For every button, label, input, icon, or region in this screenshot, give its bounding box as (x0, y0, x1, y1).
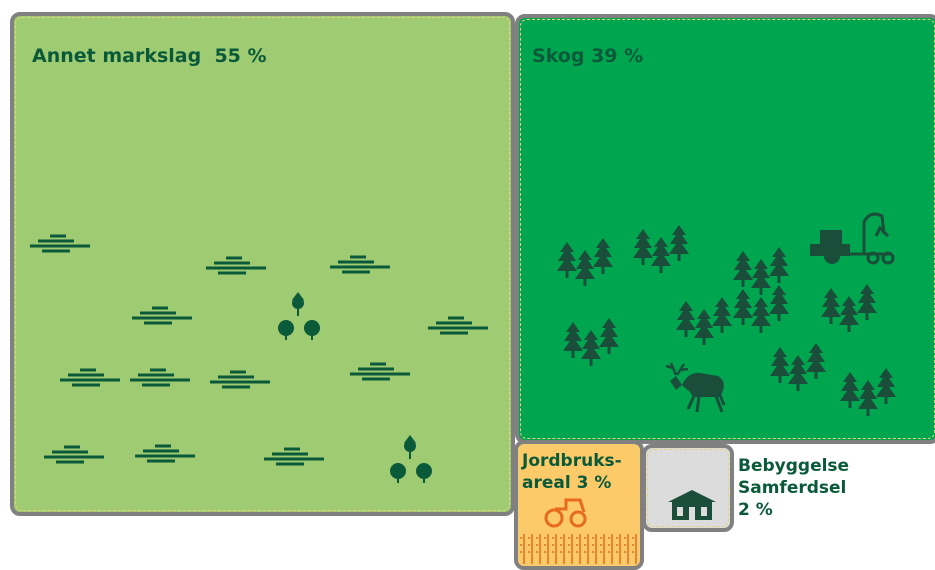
moose-icon (665, 362, 726, 413)
jordbruksareal-label: Jordbruks- areal 3 % (522, 451, 622, 494)
heather-icons (28, 234, 490, 466)
tractor-icon (544, 498, 587, 528)
house-icon (668, 490, 716, 520)
forest-harvester-icon (810, 212, 895, 265)
annet-markslag-label: Annet markslag 55 % (32, 45, 267, 67)
annet-markslag-area (10, 12, 515, 516)
jordbruksareal-area (514, 440, 644, 570)
skog-label: Skog 39 % (532, 45, 644, 67)
bebyggelse-samferdsel-area (642, 444, 734, 532)
bebyggelse-samferdsel-label: Bebyggelse Samferdsel 2 % (738, 456, 850, 521)
crop-field-pattern (520, 534, 640, 564)
